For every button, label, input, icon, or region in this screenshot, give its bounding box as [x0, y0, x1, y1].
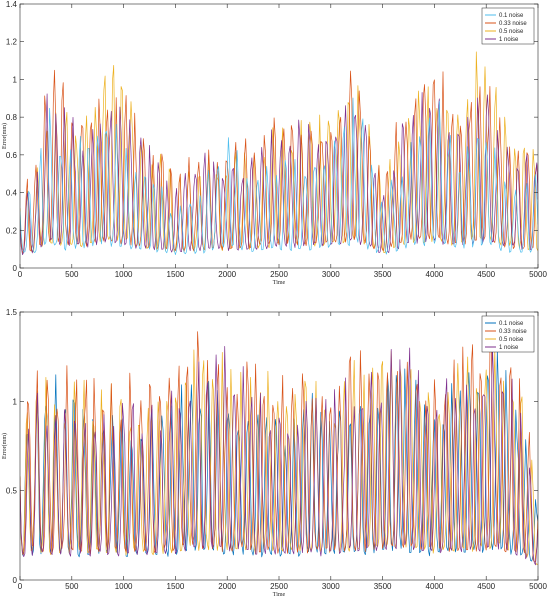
top-chart: 0 500 1000 1500 2000 2500 3000 3500 4000 4500 5000…	[1, 0, 547, 286]
series-line-1-noise	[20, 92, 538, 256]
x-tick-label: 4500	[477, 582, 495, 591]
legend-entry: 0.1 noise	[499, 321, 524, 327]
x-tick-label: 1500	[167, 582, 185, 591]
bottom-chart: 0 500 1000 1500 2000 2500 3000 3500 4000 4500 5000…	[1, 308, 547, 598]
y-tick-label: 0.8	[6, 113, 18, 122]
x-tick-label: 0	[18, 582, 23, 591]
series-line-0-33-noise	[20, 331, 538, 563]
legend-entry: 1 noise	[499, 345, 519, 351]
legend-entry: 1 noise	[499, 37, 519, 43]
y-tick-label: 1.5	[6, 308, 18, 317]
series-line-0-33-noise	[20, 69, 538, 253]
y-tick-label: 1	[13, 75, 18, 84]
y-tick-label: 0.6	[6, 151, 18, 160]
y-tick-label: 0.4	[6, 189, 18, 198]
legend-entry: 0.33 noise	[499, 21, 527, 27]
x-tick-label: 1000	[115, 582, 133, 591]
x-tick-label: 2500	[270, 270, 288, 279]
x-tick-label: 4500	[477, 270, 495, 279]
x-tick-label: 3000	[322, 270, 340, 279]
x-tick-label: 3500	[374, 270, 392, 279]
series-line-0-5-noise	[20, 51, 538, 255]
x-tick-label: 0	[18, 270, 23, 279]
x-tick-label: 4000	[426, 582, 444, 591]
y-axis-label: Error(mm)	[1, 433, 8, 459]
y-tick-label: 0	[13, 576, 18, 585]
y-tick-label: 1.4	[6, 0, 18, 9]
x-tick-label: 2000	[218, 582, 236, 591]
y-tick-label: 0.5	[6, 487, 18, 496]
x-tick-label: 5000	[529, 582, 547, 591]
legend-box	[481, 315, 535, 353]
series-line-0-1-noise	[20, 97, 538, 256]
series-group	[20, 51, 538, 256]
x-tick-label: 2500	[270, 582, 288, 591]
y-tick-label: 1	[13, 397, 18, 406]
y-tick-label: 1.2	[6, 38, 18, 47]
x-tick-label: 1000	[115, 270, 133, 279]
x-tick-label: 1500	[167, 270, 185, 279]
legend-entry: 0.5 noise	[499, 29, 524, 35]
y-axis-label: Error(mm)	[1, 123, 8, 149]
legend-entry: 0.5 noise	[499, 337, 524, 343]
x-tick-label: 3500	[374, 582, 392, 591]
x-tick-label: 500	[65, 270, 79, 279]
legend-entry: 0.33 noise	[499, 329, 527, 335]
x-axis-label: Time	[273, 280, 286, 286]
x-tick-label: 5000	[529, 270, 547, 279]
series-group	[20, 331, 538, 566]
x-tick-label: 3000	[322, 582, 340, 591]
legend-box	[481, 7, 535, 45]
legend-entry: 0.1 noise	[499, 13, 524, 19]
x-tick-label: 2000	[218, 270, 236, 279]
x-axis-label: Time	[273, 592, 286, 598]
y-tick-label: 0	[13, 264, 18, 273]
y-tick-label: 0.2	[6, 226, 18, 235]
x-tick-label: 4000	[426, 270, 444, 279]
x-tick-label: 500	[65, 582, 79, 591]
series-line-1-noise	[20, 343, 538, 566]
